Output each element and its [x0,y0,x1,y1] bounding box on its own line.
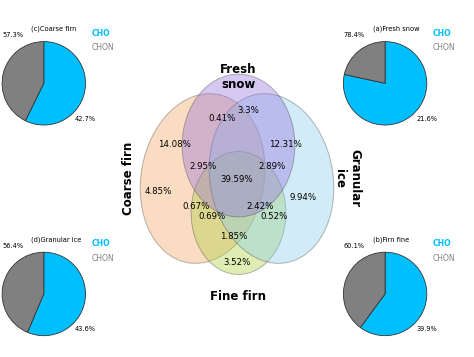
Text: Coarse firn: Coarse firn [122,142,135,215]
Text: 12.31%: 12.31% [269,140,301,149]
Text: CHO: CHO [433,240,452,248]
Ellipse shape [140,94,265,263]
Wedge shape [2,252,44,332]
Text: (b)Firn fine: (b)Firn fine [373,237,409,243]
Text: 43.6%: 43.6% [75,326,96,332]
Text: 39.59%: 39.59% [221,175,253,183]
Wedge shape [343,252,385,327]
Text: CHO: CHO [92,29,110,38]
Text: CHON: CHON [92,254,114,263]
Text: 57.3%: 57.3% [2,32,23,38]
Ellipse shape [182,74,295,217]
Text: 0.67%: 0.67% [183,202,210,211]
Wedge shape [343,42,427,125]
Text: 3.3%: 3.3% [237,106,259,115]
Text: CHO: CHO [433,29,452,38]
Text: 56.4%: 56.4% [2,243,23,249]
Text: Fresh
snow: Fresh snow [220,62,257,91]
Wedge shape [27,252,85,336]
Text: 2.42%: 2.42% [246,202,274,211]
Text: 42.7%: 42.7% [75,116,96,122]
Text: 4.85%: 4.85% [145,187,172,196]
Text: (c)Coarse firn: (c)Coarse firn [31,26,77,32]
Text: CHON: CHON [433,254,456,263]
Wedge shape [25,42,85,125]
Text: CHON: CHON [92,43,114,52]
Text: 2.89%: 2.89% [258,162,285,171]
Text: 78.4%: 78.4% [343,32,365,38]
Ellipse shape [191,151,286,275]
Wedge shape [360,252,427,336]
Text: 3.52%: 3.52% [223,258,251,267]
Wedge shape [2,42,44,121]
Text: 0.52%: 0.52% [261,212,288,221]
Text: (d)Granular ice: (d)Granular ice [31,237,82,243]
Text: Fine firn: Fine firn [210,291,266,303]
Text: 9.94%: 9.94% [290,192,317,202]
Text: Granular
ice: Granular ice [333,150,361,207]
Text: 14.08%: 14.08% [158,140,191,149]
Text: 60.1%: 60.1% [343,243,365,249]
Text: CHON: CHON [433,43,456,52]
Text: 0.41%: 0.41% [208,114,236,123]
Text: 21.6%: 21.6% [416,116,438,122]
Text: 1.85%: 1.85% [220,232,248,241]
Text: 39.9%: 39.9% [416,326,437,332]
Text: (a)Fresh snow: (a)Fresh snow [373,26,419,32]
Wedge shape [344,42,385,83]
Text: 0.69%: 0.69% [198,212,225,221]
Text: CHO: CHO [92,240,110,248]
Ellipse shape [209,94,334,263]
Text: 2.95%: 2.95% [189,162,216,171]
